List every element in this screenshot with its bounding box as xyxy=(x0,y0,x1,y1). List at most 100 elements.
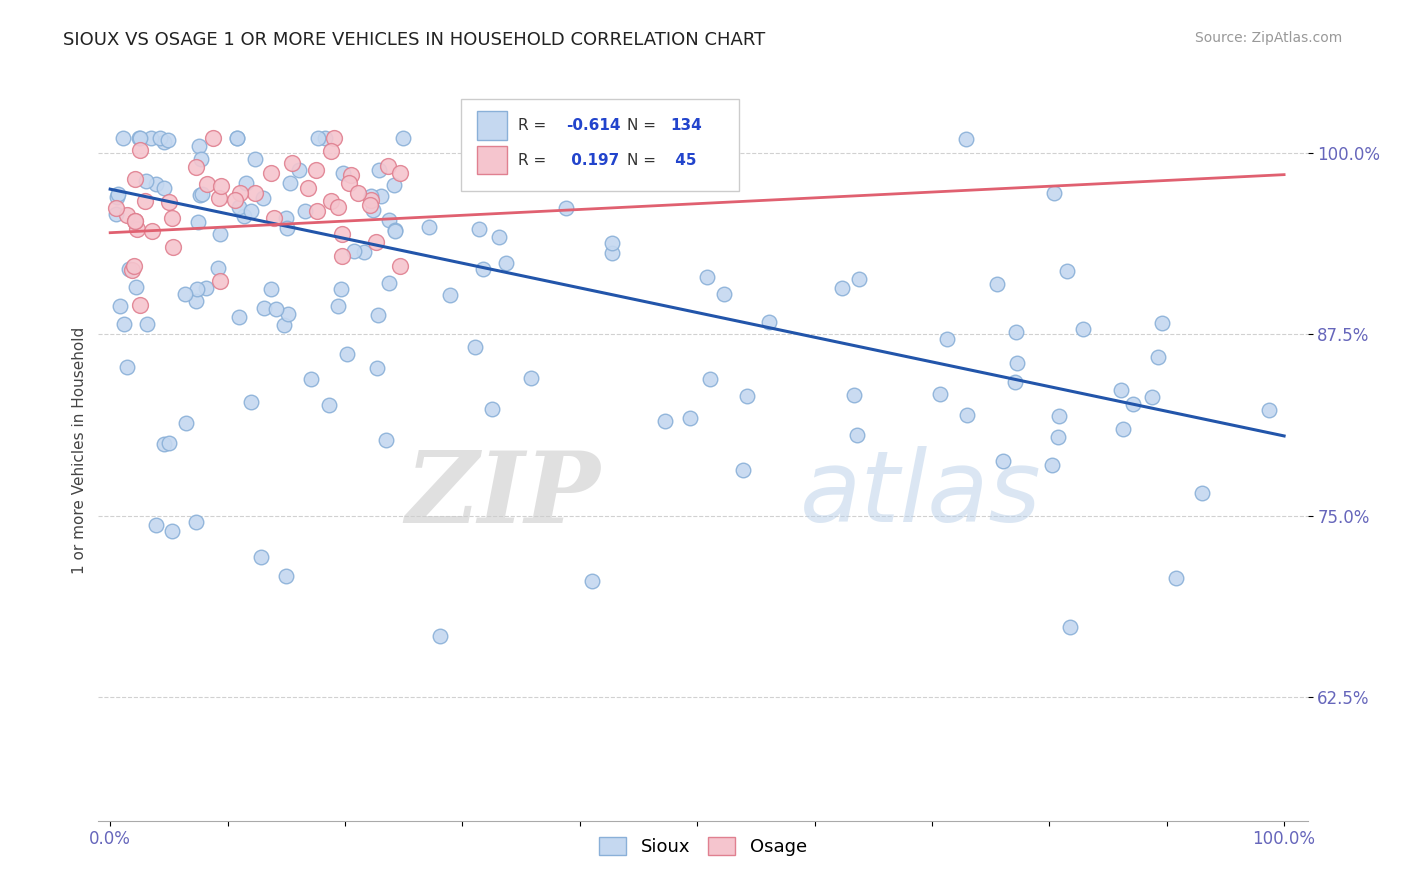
Point xyxy=(360,189,382,203)
Point xyxy=(846,428,869,442)
Text: SIOUX VS OSAGE 1 OR MORE VEHICLES IN HOUSEHOLD CORRELATION CHART: SIOUX VS OSAGE 1 OR MORE VEHICLES IN HOU… xyxy=(63,31,765,49)
Point xyxy=(173,287,195,301)
Point xyxy=(831,281,853,295)
Point xyxy=(259,282,281,296)
Point xyxy=(128,131,150,145)
Point xyxy=(141,224,163,238)
Point xyxy=(260,165,283,179)
Point xyxy=(439,288,461,302)
Point xyxy=(848,272,870,286)
FancyBboxPatch shape xyxy=(461,99,740,191)
Point xyxy=(370,189,392,203)
Point xyxy=(115,360,138,375)
Point xyxy=(264,301,287,316)
Point xyxy=(382,178,405,193)
Point xyxy=(418,220,440,235)
Point xyxy=(188,139,211,153)
Point xyxy=(353,245,375,260)
Point xyxy=(468,222,491,236)
Point xyxy=(226,131,249,145)
Point xyxy=(153,135,176,149)
Text: atlas: atlas xyxy=(800,446,1042,543)
Point xyxy=(245,186,267,200)
Point xyxy=(278,176,301,190)
Point xyxy=(299,371,322,385)
Point xyxy=(654,414,676,428)
Point xyxy=(329,282,352,296)
Point xyxy=(294,204,316,219)
Point xyxy=(346,186,368,200)
Point xyxy=(184,515,207,529)
Point xyxy=(360,193,382,207)
Text: -0.614: -0.614 xyxy=(567,118,621,133)
Point xyxy=(239,395,262,409)
Point xyxy=(366,235,388,249)
Point xyxy=(481,401,503,416)
Point xyxy=(184,293,207,308)
Point xyxy=(366,360,388,375)
Point xyxy=(149,131,172,145)
Point xyxy=(337,176,360,190)
Point xyxy=(233,209,256,223)
Text: ZIP: ZIP xyxy=(405,447,600,543)
Point xyxy=(145,177,167,191)
Text: 0.197: 0.197 xyxy=(567,153,620,168)
Point xyxy=(1152,316,1174,330)
Point xyxy=(157,195,180,210)
Point xyxy=(326,300,349,314)
Point xyxy=(125,222,148,236)
Point xyxy=(112,131,135,145)
Point xyxy=(517,131,540,145)
Point xyxy=(378,212,401,227)
Point xyxy=(314,131,336,145)
Point xyxy=(359,198,381,212)
FancyBboxPatch shape xyxy=(477,146,508,174)
Point xyxy=(122,259,145,273)
Point xyxy=(986,277,1008,291)
Point xyxy=(307,204,329,219)
Point xyxy=(105,189,128,203)
Point xyxy=(124,213,146,227)
Point xyxy=(495,256,517,270)
Point xyxy=(696,270,718,285)
Point xyxy=(208,274,231,288)
Point xyxy=(188,188,211,202)
Point xyxy=(112,317,135,331)
Text: 45: 45 xyxy=(671,153,697,168)
Point xyxy=(1047,409,1070,424)
Point xyxy=(388,259,411,273)
Point xyxy=(699,372,721,386)
Point xyxy=(1071,322,1094,336)
Point xyxy=(384,223,406,237)
Point xyxy=(129,131,152,145)
Point xyxy=(330,227,353,242)
Point xyxy=(993,454,1015,468)
Point xyxy=(297,181,319,195)
Point xyxy=(162,524,184,538)
Text: R =: R = xyxy=(517,153,551,168)
Point xyxy=(1191,486,1213,500)
Legend: Sioux, Osage: Sioux, Osage xyxy=(592,830,814,863)
Point xyxy=(235,176,257,190)
Point xyxy=(472,262,495,277)
Point xyxy=(377,276,399,290)
Point xyxy=(239,203,262,218)
Point xyxy=(273,318,295,333)
Point xyxy=(1140,390,1163,404)
Point xyxy=(1109,383,1132,397)
Point xyxy=(280,156,302,170)
Point xyxy=(139,131,162,145)
Point xyxy=(307,131,329,145)
Point xyxy=(135,174,157,188)
Point xyxy=(340,168,363,182)
Point xyxy=(152,436,174,450)
Point xyxy=(321,144,343,158)
Point xyxy=(208,191,231,205)
Point xyxy=(1042,186,1064,201)
Point xyxy=(1122,397,1144,411)
Point xyxy=(319,194,342,209)
Point xyxy=(194,281,217,295)
Point xyxy=(520,371,543,385)
Point xyxy=(955,132,977,146)
Point xyxy=(1004,375,1026,389)
